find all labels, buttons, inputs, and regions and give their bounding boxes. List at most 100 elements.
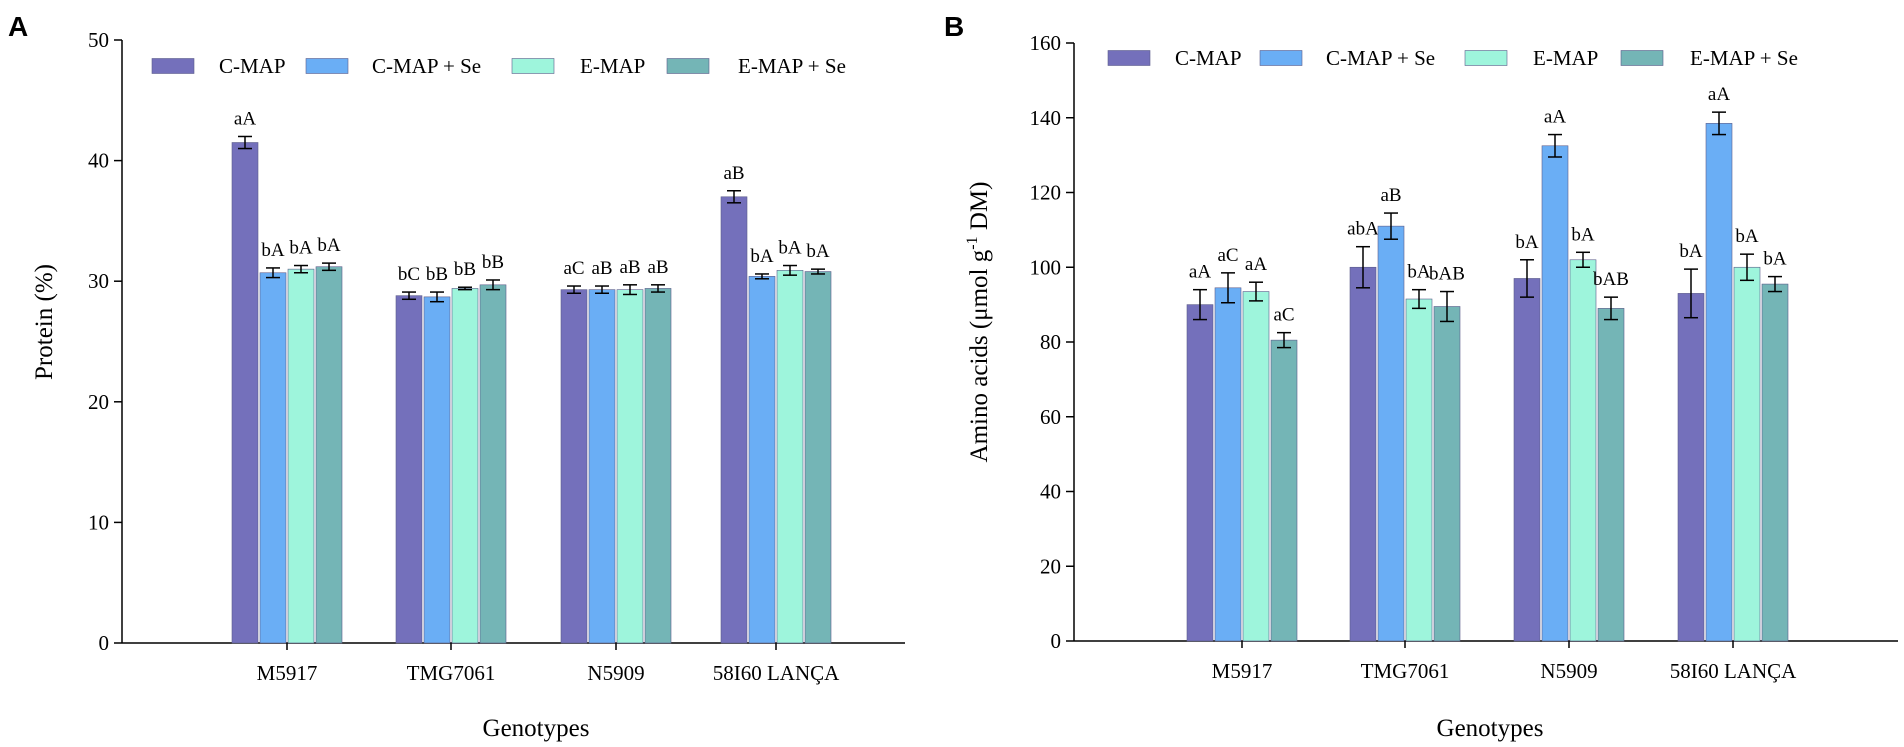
panel-a-legend-swatch [151, 58, 195, 74]
panel-b-significance-label: aA [1245, 254, 1267, 275]
panel-b-significance-label: aA [1708, 84, 1730, 105]
panel-a-bar [395, 295, 423, 644]
panel-b-x-tick-label: N5909 [1540, 659, 1597, 683]
panel-b-legend-label: E-MAP + Se [1690, 46, 1798, 70]
panel-b-x-tick-label: M5917 [1212, 659, 1273, 683]
panel-b-significance-label: bAB [1593, 269, 1629, 290]
panel-b-y-axis-title-sup: -1 [964, 236, 981, 249]
panel-a-x-tick-label: N5909 [587, 661, 644, 685]
panel-a-significance-label: aB [723, 163, 744, 184]
panel-b-y-axis-title: Amino acids (μmol g-1 DM) [964, 182, 993, 463]
panel-b-legend-label: C-MAP + Se [1326, 46, 1435, 70]
panel-b-x-tick-label: TMG7061 [1361, 659, 1450, 683]
panel-a-legend-swatch [666, 58, 710, 74]
panel-b-y-tick-label: 160 [1030, 31, 1062, 55]
panel-b-y-tick-label: 140 [1030, 106, 1062, 130]
panel-b-significance-label: bA [1735, 226, 1759, 247]
panel-b-significance-label: aC [1217, 245, 1238, 266]
panel-b-y-tick-label: 100 [1030, 255, 1062, 279]
panel-b-y-tick-label: 120 [1030, 181, 1062, 205]
panel-a-y-tick-label: 10 [88, 510, 109, 534]
panel-a-bar [616, 289, 644, 644]
panel-b-bar [1733, 266, 1761, 642]
panel-a-significance-label: aB [647, 257, 668, 278]
panel-b-legend-swatch [1107, 50, 1151, 66]
panel-a-bar [720, 196, 748, 644]
panel-b-y-tick-label: 80 [1040, 330, 1061, 354]
panel-a-significance-label: bC [398, 264, 420, 285]
panel-a-x-tick-label: TMG7061 [407, 661, 496, 685]
panel-a-significance-label: bB [482, 252, 504, 273]
panel-a-label: A [8, 11, 28, 42]
panel-b-bar [1705, 123, 1733, 642]
panel-a-legend-swatch [305, 58, 349, 74]
panel-a-bar [287, 268, 315, 644]
panel-a-y-tick-label: 50 [88, 28, 109, 52]
panel-b-legend-swatch [1620, 50, 1664, 66]
panel-b-x-tick-label: 58I60 LANÇA [1670, 659, 1797, 683]
panel-a-significance-label: bB [454, 259, 476, 280]
panel-b-y-tick-label: 60 [1040, 405, 1061, 429]
panel-b-significance-label: bA [1407, 262, 1431, 283]
panel-b-significance-label: aC [1273, 305, 1294, 326]
panel-b-significance-label: bA [1571, 224, 1595, 245]
panel-a-x-axis-title: Genotypes [483, 715, 590, 742]
panel-a-significance-label: bA [261, 240, 285, 261]
panel-a-significance-label: aC [563, 258, 584, 279]
panel-b: B Amino acids (μmol g-1 DM) Genotypes 0 2… [944, 11, 1898, 742]
panel-a-bar [748, 276, 776, 644]
panel-a-significance-label: bA [317, 235, 341, 256]
panel-a-significance-label: bB [426, 264, 448, 285]
panel-a-significance-label: bA [750, 246, 774, 267]
panel-b-significance-label: bAB [1429, 264, 1465, 285]
panel-a-bar [644, 288, 672, 644]
panel-a-legend-label: C-MAP + Se [372, 54, 481, 78]
panel-a-x-tick-label: M5917 [257, 661, 318, 685]
panel-b-y-tick-label: 0 [1051, 629, 1062, 653]
panel-b-significance-label: aB [1380, 185, 1401, 206]
panel-b-bar [1242, 291, 1270, 642]
panel-b-bar [1677, 293, 1705, 642]
panel-b-y-axis-title-end: DM) [966, 182, 993, 237]
panel-b-significance-label: bA [1679, 241, 1703, 262]
panel-b-bar [1214, 287, 1242, 642]
panel-a-y-tick-label: 0 [99, 631, 110, 655]
panel-a-significance-label: bA [778, 238, 802, 259]
panel-b-legend-swatch [1259, 50, 1303, 66]
panel-a-bar [776, 270, 804, 644]
panel-a: A Protein (%) Genotypes 0 10 20 30 40 50 M5917… [8, 11, 905, 742]
panel-b-significance-label: bA [1763, 249, 1787, 270]
panel-a-y-tick-label: 40 [88, 149, 109, 173]
panel-b-label: B [944, 11, 964, 42]
panel-a-significance-label: aB [591, 258, 612, 279]
panel-b-significance-label: aA [1189, 262, 1211, 283]
panel-a-legend-label: C-MAP [219, 54, 286, 78]
panel-a-bar [804, 271, 832, 644]
panel-b-bar [1377, 225, 1405, 642]
panel-b-legend-label: E-MAP [1533, 46, 1598, 70]
panel-a-bar [423, 296, 451, 644]
panel-b-bar [1541, 145, 1569, 642]
panel-b-bar [1270, 339, 1298, 642]
panel-b-legend-swatch [1464, 50, 1508, 66]
panel-a-significance-label: aB [619, 257, 640, 278]
panel-b-significance-label: abA [1347, 219, 1379, 240]
panel-a-bar [560, 289, 588, 644]
panel-a-significance-label: aA [234, 108, 256, 129]
panel-a-legend-label: E-MAP + Se [738, 54, 846, 78]
panel-b-bar [1349, 266, 1377, 642]
panel-b-x-axis-title: Genotypes [1437, 715, 1544, 742]
panel-a-bar [231, 142, 259, 644]
panel-b-bar [1186, 304, 1214, 642]
panel-a-x-tick-label: 58I60 LANÇA [713, 661, 840, 685]
panel-b-significance-label: bA [1515, 232, 1539, 253]
panel-b-y-tick-label: 40 [1040, 480, 1061, 504]
panel-a-y-axis-title: Protein (%) [31, 264, 58, 380]
panel-b-bar [1433, 306, 1461, 642]
panel-a-y-tick-label: 20 [88, 390, 109, 414]
panel-b-bar [1569, 259, 1597, 642]
panel-a-bar [315, 266, 343, 644]
panel-b-bar [1597, 308, 1625, 642]
